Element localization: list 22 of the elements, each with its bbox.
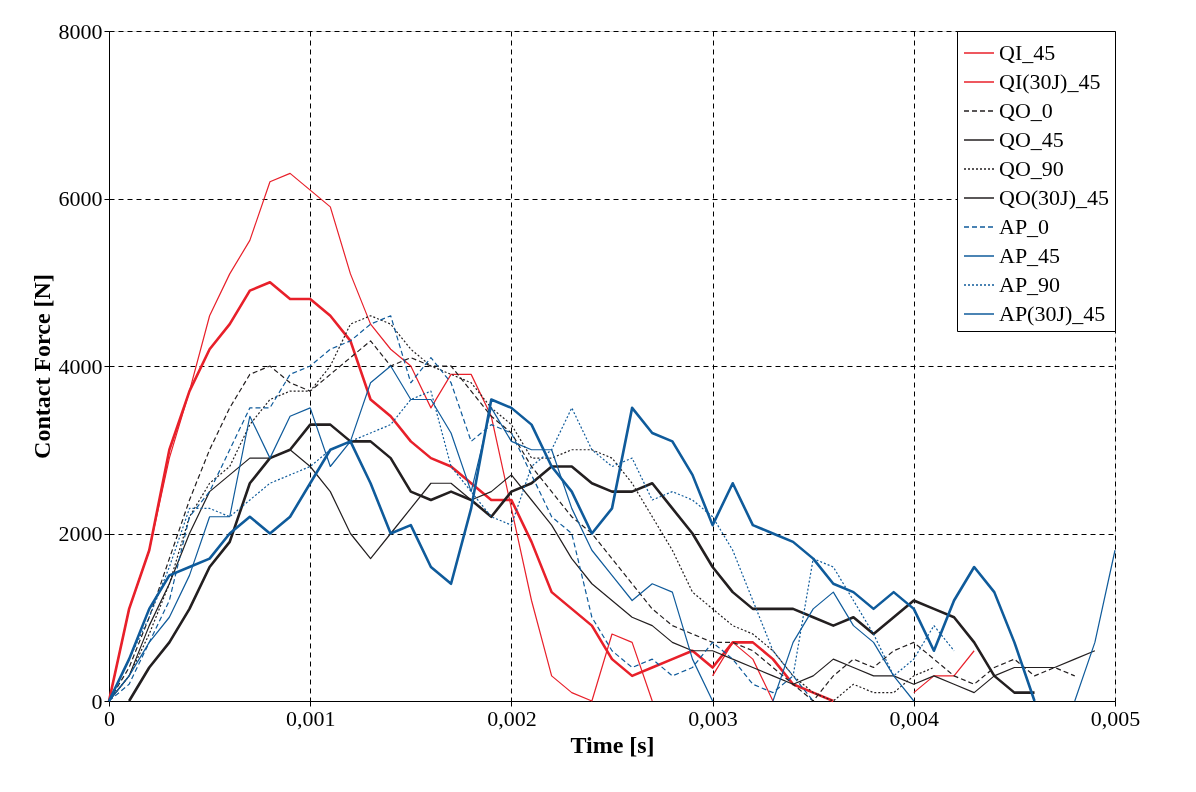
x-tick-label: 0,005: [1090, 705, 1141, 731]
y-tick-label: 4000: [58, 353, 103, 379]
y-axis-title: Contact Force [N]: [28, 274, 55, 459]
legend-label: QI(30J)_45: [999, 69, 1101, 94]
x-tick-label: 0,001: [285, 705, 336, 731]
x-tick-label: 0,003: [688, 705, 738, 731]
y-tick-label: 2000: [58, 521, 103, 546]
y-tick-label: 8000: [58, 18, 103, 44]
y-tick-label: 0: [91, 688, 103, 714]
y-tick-label: 6000: [58, 186, 103, 211]
legend-label: AP_90: [999, 272, 1061, 297]
legend-label: QI_45: [999, 40, 1056, 65]
legend-label: QO_90: [999, 156, 1064, 181]
legend-label: QO_0: [999, 98, 1053, 123]
legend-label: QO(30J)_45: [999, 185, 1109, 210]
x-tick-label: 0,002: [487, 705, 537, 731]
legend-label: QO_45: [999, 127, 1064, 152]
legend-label: AP(30J)_45: [999, 301, 1106, 326]
x-axis-title: Time [s]: [570, 731, 655, 758]
x-tick-label: 0,004: [889, 705, 940, 731]
legend-label: AP_0: [999, 214, 1050, 239]
legend-label: AP_45: [999, 243, 1061, 268]
